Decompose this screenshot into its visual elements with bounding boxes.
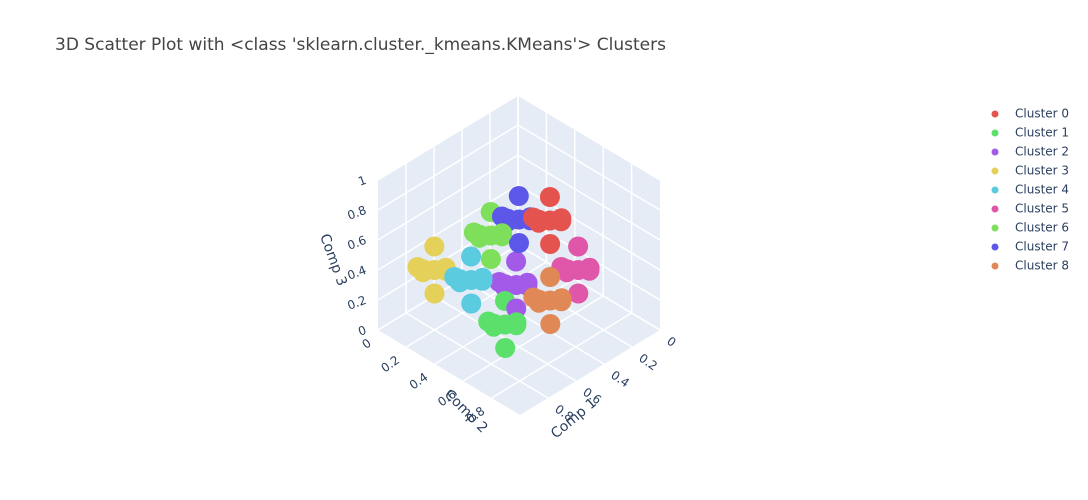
point [557,259,578,280]
point [568,283,589,304]
legend-label: Cluster 1 [1015,126,1069,140]
point [551,208,572,229]
y-tick-label: 0.4 [407,370,431,392]
legend-label: Cluster 6 [1015,221,1069,235]
point [495,338,516,358]
z-tick-label: 0.4 [345,263,368,283]
x-tick-label: 0.4 [608,368,632,390]
legend-label: Cluster 3 [1015,164,1069,178]
legend-item[interactable]: Cluster 6 [991,221,1070,235]
point [483,313,504,334]
z-tick-label: 0 [356,323,368,339]
z-tick-label: 0.8 [345,203,368,223]
point [540,314,561,334]
x-axis-title: Comp 1 [548,395,600,442]
legend-label: Cluster 0 [1015,107,1069,121]
point [539,187,560,207]
y-tick-label: 0.2 [378,353,402,375]
point [413,259,434,280]
point [480,249,501,269]
point [472,267,493,288]
grid-line [377,184,519,271]
z-tick-label: 0.2 [345,293,368,313]
point [461,293,482,314]
grid-line [517,94,661,181]
z-tick-label: 1 [356,173,368,189]
legend-marker [991,129,999,137]
legend-item[interactable]: Cluster 7 [991,240,1070,254]
point [568,236,589,257]
point [540,267,561,287]
grid-line [517,244,661,331]
grid-line [377,124,519,211]
grid-line [461,278,605,365]
legend-label: Cluster 8 [1015,259,1069,273]
legend-item[interactable]: Cluster 2 [991,145,1070,159]
point [494,274,515,295]
legend-marker [991,148,999,156]
legend-label: Cluster 7 [1015,240,1069,254]
legend-label: Cluster 4 [1015,183,1069,197]
point [540,234,561,254]
point [506,312,527,333]
grid-line [491,312,632,399]
grid-line [377,94,519,181]
grid-line [377,154,519,241]
x-tick-label: 0 [664,334,678,350]
z-tick-label: 0.6 [345,233,368,253]
grid-line [405,312,549,399]
legend-item[interactable]: Cluster 5 [991,202,1070,216]
legend-item[interactable]: Cluster 8 [991,259,1070,273]
legend-marker [991,243,999,251]
scene: 00.20.40.60.800.20.40.60.800.20.40.60.81… [316,94,679,442]
legend-label: Cluster 2 [1015,145,1069,159]
legend-marker [991,167,999,175]
legend-item[interactable]: Cluster 1 [991,126,1070,140]
legend-item[interactable]: Cluster 3 [991,164,1070,178]
point [461,246,482,267]
x-tick-label: 0.2 [636,351,660,373]
point [424,236,445,257]
legend-marker [991,186,999,194]
legend-item[interactable]: Cluster 0 [991,107,1070,121]
legend-marker [991,262,999,270]
point [509,233,529,253]
point [469,224,490,245]
point [551,288,572,309]
point [449,269,470,290]
legend-marker [991,205,999,213]
legend-label: Cluster 5 [1015,202,1069,216]
legend: Cluster 0 Cluster 1 Cluster 2 Cluster 3 Clus… [991,107,1070,273]
point [508,186,529,206]
legend-marker [991,224,999,232]
point [579,257,600,278]
point [424,283,445,304]
point [506,251,527,272]
point [528,209,549,230]
chart-title: 3D Scatter Plot with <class 'sklearn.clu… [55,35,666,55]
grid-line [517,154,661,241]
legend-item[interactable]: Cluster 4 [991,183,1070,197]
grid-line [462,295,604,382]
grid-line [517,124,661,211]
point [506,298,527,319]
back-wall [518,95,660,330]
point [492,223,513,244]
legend-marker [991,110,999,118]
point [529,289,550,310]
